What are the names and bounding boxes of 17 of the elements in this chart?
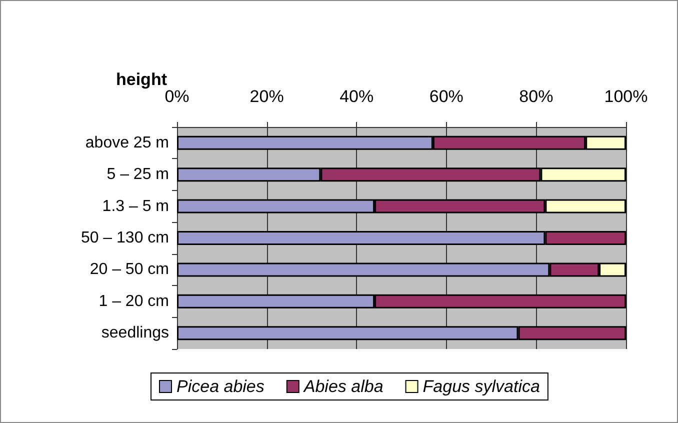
y-axis-title: height bbox=[116, 70, 168, 90]
legend-label: Picea abies bbox=[176, 377, 265, 396]
x-tick-label: 100% bbox=[604, 87, 648, 106]
y-tick-label: seedlings bbox=[101, 324, 169, 342]
y-tick-label: above 25 m bbox=[85, 134, 169, 152]
legend-label: Fagus sylvatica bbox=[422, 377, 540, 396]
x-tick-label: 20% bbox=[250, 87, 284, 106]
x-tick-label: 80% bbox=[519, 87, 554, 106]
legend-label: Abies alba bbox=[302, 377, 384, 396]
x-tick-label: 40% bbox=[340, 87, 374, 106]
y-tick-label: 5 – 25 m bbox=[106, 166, 169, 184]
x-tick-label: 60% bbox=[429, 87, 464, 106]
y-tick-label: 50 – 130 cm bbox=[80, 230, 169, 246]
x-tick-label: 0% bbox=[164, 87, 190, 106]
y-tick-label: 1 – 20 cm bbox=[98, 292, 169, 310]
y-tick-label: 1.3 – 5 m bbox=[102, 198, 169, 215]
y-tick-label: 20 – 50 cm bbox=[90, 261, 169, 278]
